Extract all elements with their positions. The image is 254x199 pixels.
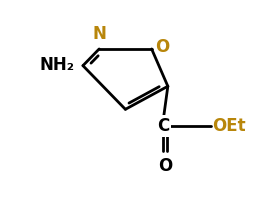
- Text: C: C: [156, 116, 168, 135]
- Text: OEt: OEt: [212, 116, 245, 135]
- Text: O: O: [157, 157, 171, 175]
- Text: NH₂: NH₂: [39, 56, 74, 74]
- Text: O: O: [155, 38, 169, 56]
- Text: N: N: [92, 25, 106, 43]
